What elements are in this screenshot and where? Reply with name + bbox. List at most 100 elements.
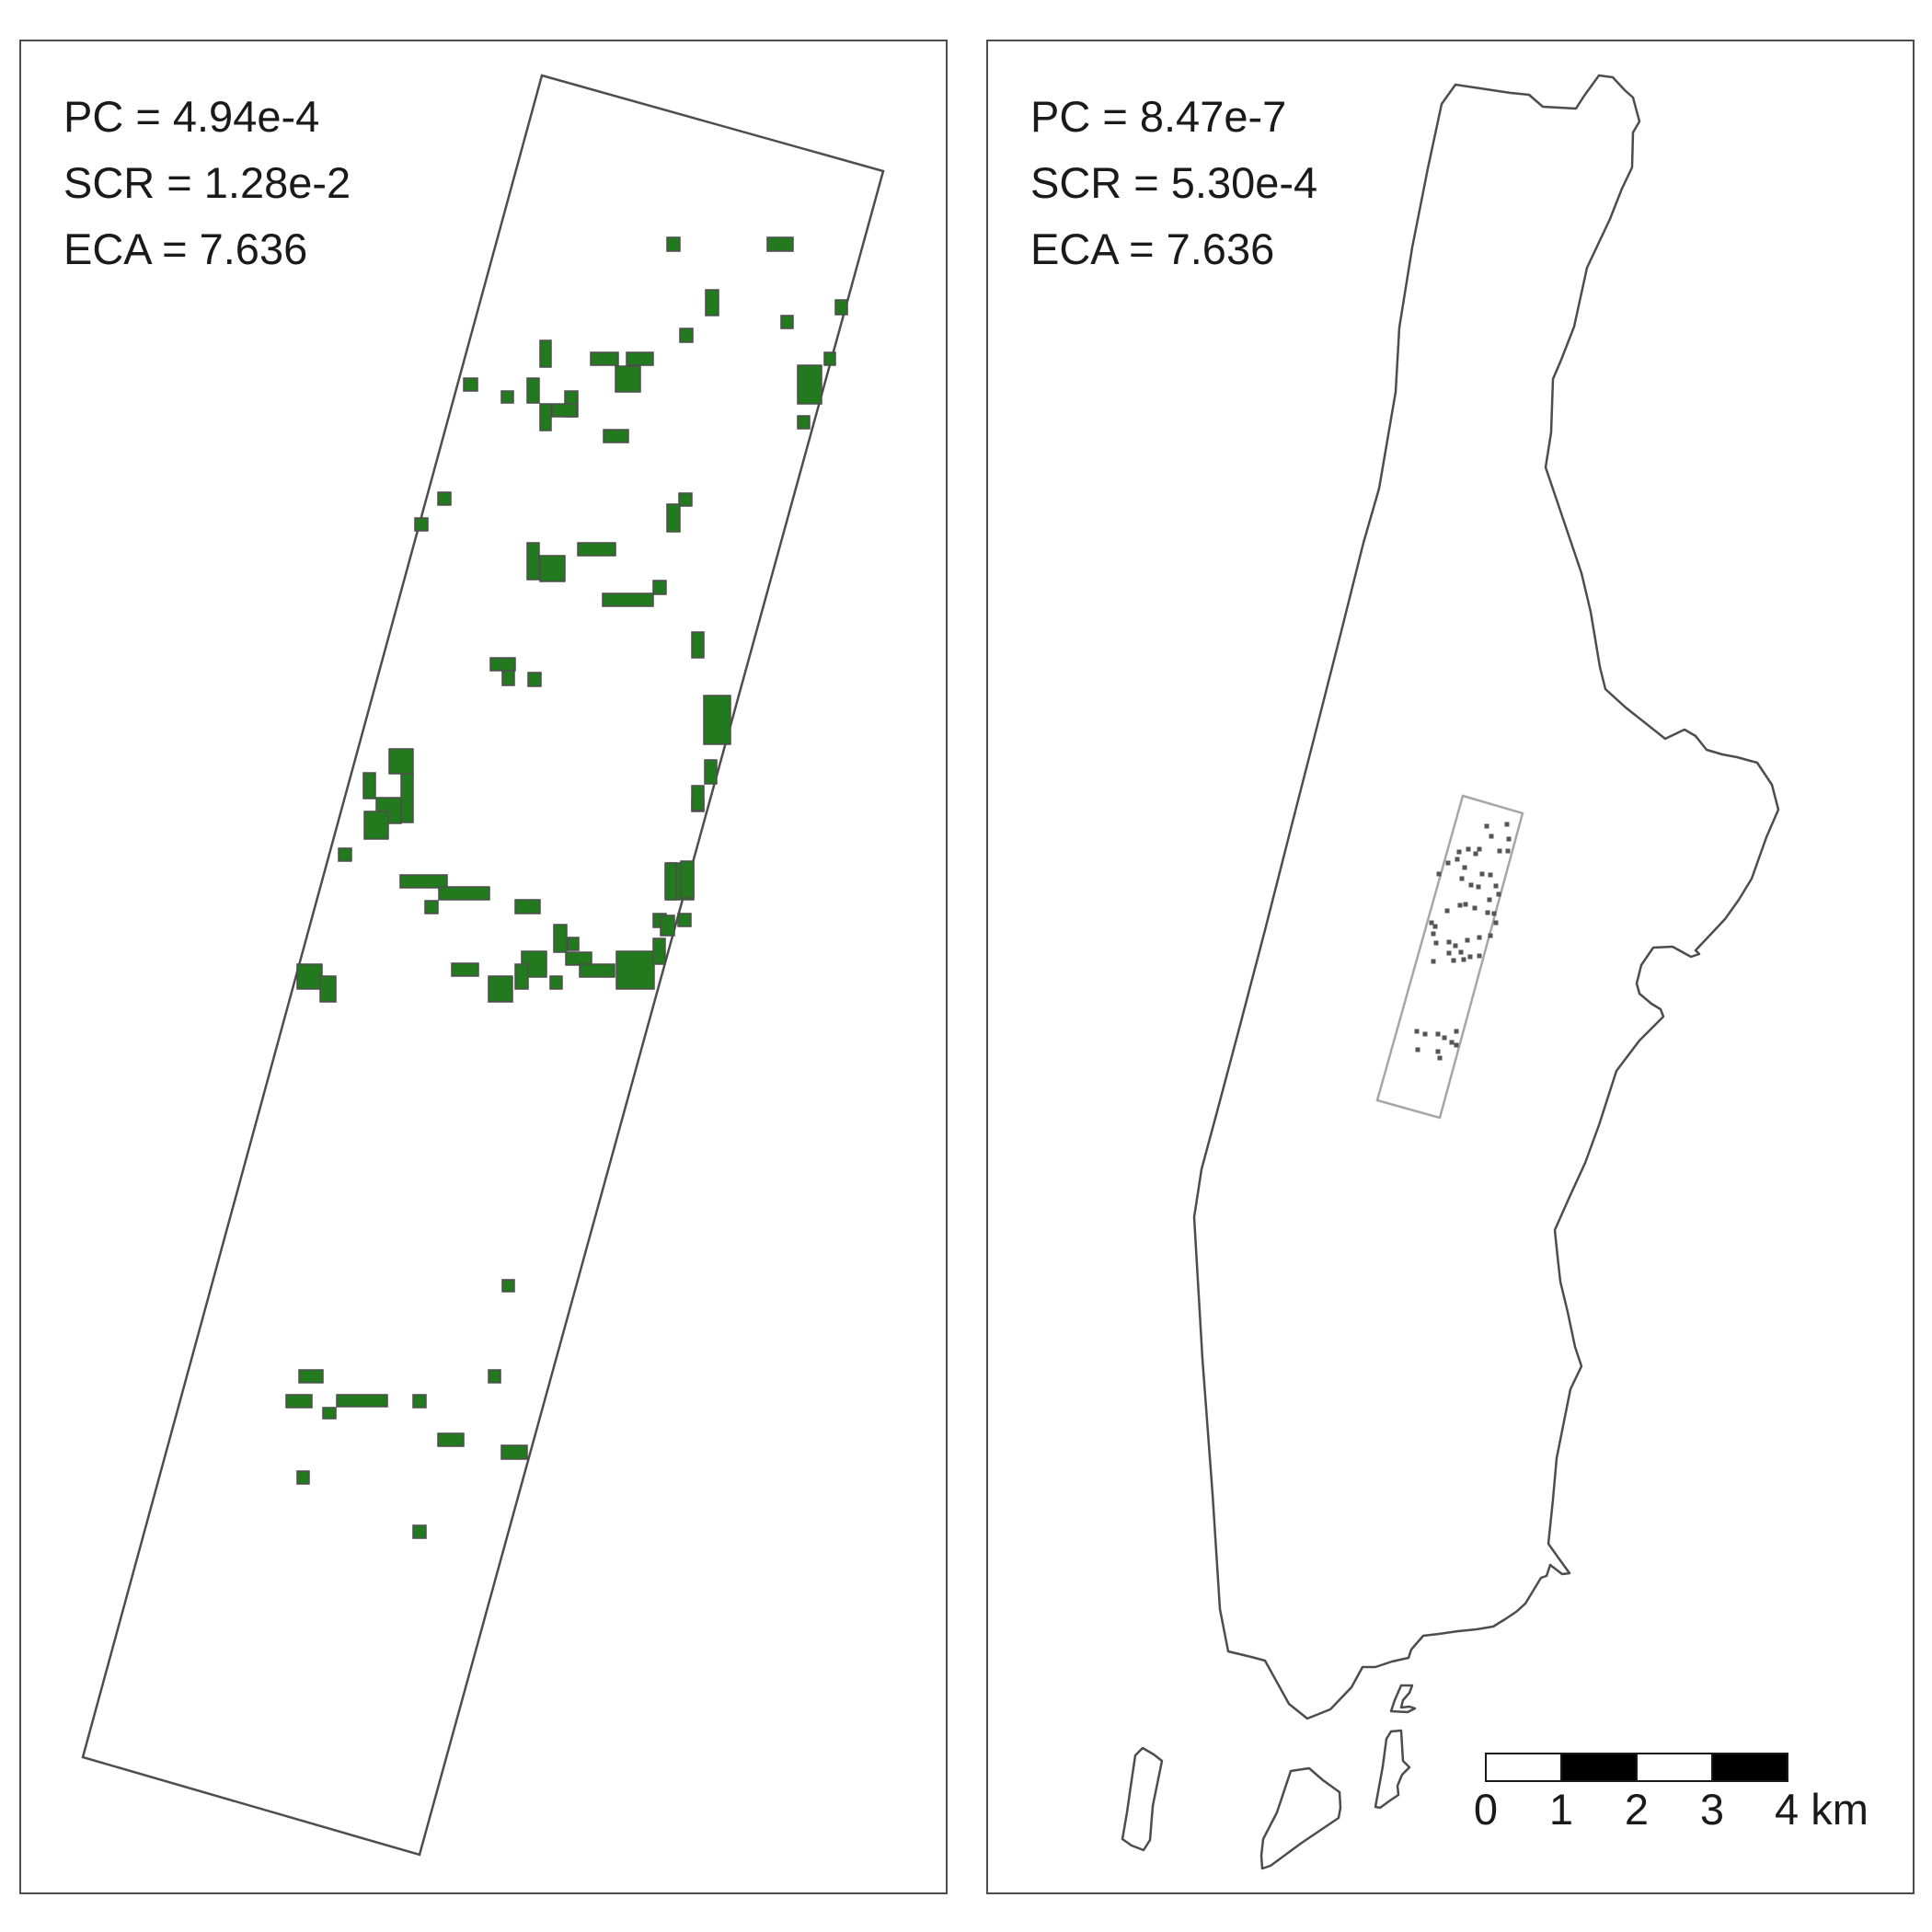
habitat-patch bbox=[615, 950, 655, 990]
inset-patch bbox=[1454, 1029, 1459, 1034]
inset-patch bbox=[1432, 924, 1438, 929]
inset-patch bbox=[1429, 920, 1434, 926]
habitat-patch bbox=[579, 963, 615, 978]
inset-patch bbox=[1467, 954, 1473, 960]
habitat-patch bbox=[388, 748, 414, 775]
habitat-patch bbox=[298, 1369, 324, 1384]
inset-patch bbox=[1435, 1049, 1441, 1054]
inset-patch bbox=[1493, 883, 1499, 889]
inset-patch bbox=[1468, 882, 1474, 888]
metric-eca: ECA = 7.636 bbox=[63, 224, 308, 273]
habitat-patch bbox=[399, 874, 448, 889]
habitat-patch bbox=[704, 759, 718, 785]
inset-patch bbox=[1433, 940, 1439, 946]
inset-patch bbox=[1422, 1031, 1428, 1037]
habitat-patch bbox=[500, 1444, 528, 1460]
inset-patch bbox=[1431, 959, 1436, 964]
inset-patch bbox=[1459, 876, 1465, 881]
habitat-patch bbox=[677, 913, 692, 927]
habitat-patch bbox=[437, 1432, 465, 1447]
inset-patch bbox=[1456, 849, 1462, 855]
habitat-patch bbox=[705, 289, 719, 316]
metric-scr: SCR = 5.30e-4 bbox=[1030, 158, 1318, 207]
habitat-patch bbox=[400, 772, 414, 823]
habitat-patch bbox=[626, 351, 654, 366]
habitat-patch bbox=[488, 1369, 501, 1384]
habitat-patch bbox=[463, 377, 478, 392]
right-map-panel: PC = 8.47e-7 SCR = 5.30e-4 ECA = 7.636 bbox=[986, 40, 1915, 1894]
habitat-patch bbox=[319, 975, 337, 1003]
habitat-patch bbox=[780, 315, 794, 329]
islet-outline-1 bbox=[1121, 1746, 1164, 1852]
inset-patch bbox=[1455, 857, 1460, 862]
metric-scr: SCR = 1.28e-2 bbox=[63, 158, 351, 207]
habitat-patch bbox=[666, 236, 681, 252]
scale-label-0: 0 bbox=[1474, 1785, 1498, 1834]
inset-patch bbox=[1504, 822, 1510, 827]
scale-label-3: 3 bbox=[1700, 1785, 1724, 1834]
habitat-patch bbox=[565, 951, 592, 966]
habitat-patch bbox=[603, 429, 629, 443]
habitat-patch bbox=[567, 937, 580, 951]
inset-patches bbox=[1414, 822, 1512, 1061]
inset-patch bbox=[1462, 865, 1467, 870]
habitat-patch bbox=[691, 631, 705, 659]
inset-patch bbox=[1484, 823, 1489, 829]
inset-patch bbox=[1485, 910, 1490, 915]
right-metrics: PC = 8.47e-7 SCR = 5.30e-4 ECA = 7.636 bbox=[1030, 84, 1317, 282]
inset-patch bbox=[1414, 1029, 1420, 1034]
inset-patch bbox=[1476, 884, 1481, 890]
inset-patch bbox=[1473, 851, 1478, 857]
habitat-patch bbox=[412, 1394, 427, 1409]
habitat-patch bbox=[296, 963, 323, 990]
inset-patch bbox=[1505, 848, 1511, 854]
habitat-patch bbox=[539, 555, 566, 582]
habitat-patch bbox=[338, 847, 352, 862]
habitat-patch bbox=[322, 1407, 337, 1420]
habitat-patch bbox=[438, 886, 490, 901]
habitat-patch bbox=[296, 1470, 310, 1485]
inset-patch bbox=[1472, 905, 1478, 911]
habitat-patch bbox=[615, 365, 641, 393]
islet-outline-4 bbox=[1389, 1684, 1417, 1714]
habitat-patch bbox=[691, 785, 705, 811]
habitat-patch bbox=[549, 975, 563, 990]
island-outline bbox=[1192, 74, 1780, 1720]
inset-patch bbox=[1446, 939, 1452, 945]
scale-label-1: 1 bbox=[1549, 1785, 1573, 1834]
habitat-patch bbox=[834, 299, 848, 316]
habitat-patch bbox=[823, 351, 836, 366]
inset-patch bbox=[1451, 958, 1456, 963]
habitat-patch bbox=[703, 695, 731, 745]
habitat-patch bbox=[514, 963, 529, 990]
habitat-patch bbox=[414, 517, 429, 532]
inset-patch bbox=[1457, 903, 1463, 908]
inset-patch bbox=[1437, 1055, 1443, 1061]
habitat-patch bbox=[527, 672, 542, 687]
metric-pc: PC = 4.94e-4 bbox=[63, 92, 320, 141]
inset-patch bbox=[1415, 1047, 1420, 1052]
left-metrics: PC = 4.94e-4 SCR = 1.28e-2 ECA = 7.636 bbox=[63, 84, 351, 282]
habitat-patch bbox=[652, 580, 667, 595]
habitat-patch bbox=[590, 351, 619, 366]
habitat-patch bbox=[539, 403, 552, 431]
left-map-panel: PC = 4.94e-4 SCR = 1.28e-2 ECA = 7.636 bbox=[19, 40, 948, 1894]
habitat-patch bbox=[526, 542, 540, 581]
inset-patch bbox=[1487, 897, 1492, 903]
inset-patch bbox=[1449, 1040, 1455, 1045]
habitat-patch bbox=[797, 415, 811, 430]
habitat-patch bbox=[678, 492, 693, 507]
habitat-patches bbox=[285, 236, 848, 1539]
habitat-patch bbox=[602, 592, 654, 607]
habitat-patch bbox=[680, 860, 695, 899]
islet-outline-2 bbox=[1259, 1766, 1342, 1870]
habitat-patch bbox=[488, 975, 513, 1003]
habitat-patch bbox=[666, 503, 681, 533]
habitat-patch bbox=[679, 328, 694, 343]
habitat-patch bbox=[412, 1524, 427, 1539]
inset-patch bbox=[1479, 871, 1485, 877]
habitat-patch bbox=[363, 811, 389, 840]
inset-patch bbox=[1442, 1035, 1447, 1041]
habitat-patch bbox=[660, 914, 675, 937]
